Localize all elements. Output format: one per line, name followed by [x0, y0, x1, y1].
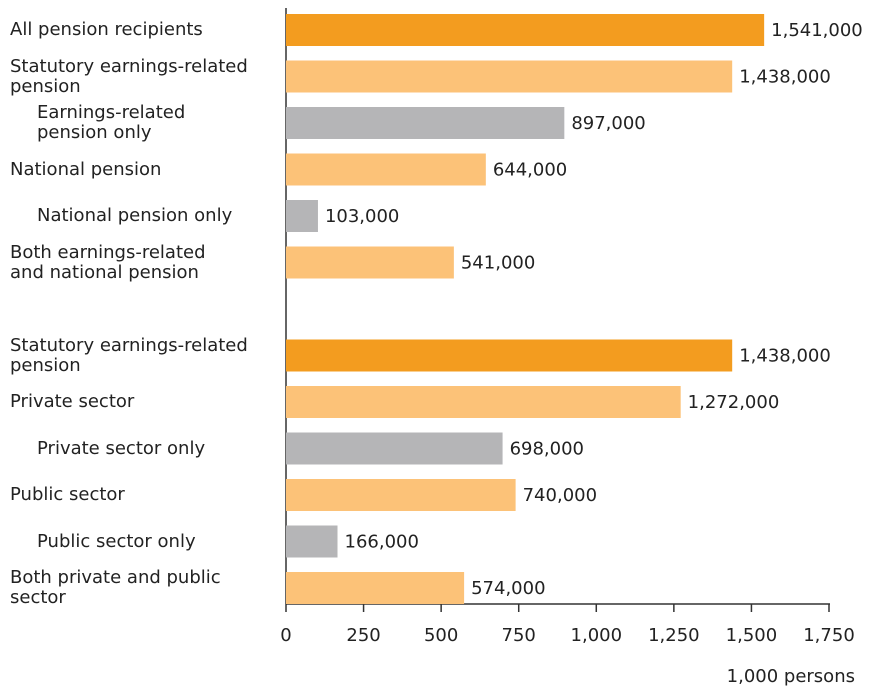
bar [286, 14, 765, 46]
bar [286, 246, 454, 279]
category-label: Both private and public sector [10, 567, 221, 608]
category-label: Private sector only [37, 437, 206, 459]
x-tick-label: 500 [424, 625, 458, 646]
bar [286, 153, 486, 186]
category-label: Public sector [10, 484, 125, 505]
bar [286, 525, 338, 558]
value-label: 644,000 [493, 160, 567, 181]
category-label: National pension [10, 158, 162, 180]
bar [286, 200, 318, 232]
value-label: 541,000 [461, 253, 535, 274]
bar [286, 572, 465, 604]
value-label: 1,438,000 [739, 67, 831, 88]
value-label: 1,272,000 [688, 392, 780, 413]
bar [286, 432, 503, 465]
x-tick-label: 1,000 [571, 625, 623, 646]
category-label: Statutory earnings-related pension [10, 334, 248, 376]
x-axis-label: 1,000 persons [727, 666, 855, 687]
bar [286, 386, 681, 418]
value-label: 1,541,000 [771, 20, 863, 41]
value-label: 897,000 [571, 113, 645, 134]
x-tick-label: 250 [346, 625, 380, 646]
value-label: 574,000 [471, 578, 545, 599]
bar [286, 339, 733, 372]
value-label: 166,000 [345, 532, 419, 553]
value-label: 103,000 [325, 206, 399, 227]
x-tick-label: 1,250 [648, 625, 700, 646]
value-label: 698,000 [510, 439, 584, 460]
x-tick-label: 0 [280, 625, 291, 646]
category-label: National pension only [37, 205, 233, 226]
category-label: Statutory earnings-related pension [10, 55, 248, 97]
category-label: Private sector [10, 391, 135, 412]
value-label: 740,000 [523, 485, 597, 506]
bar [286, 60, 733, 93]
x-tick-label: 1,750 [803, 625, 855, 646]
category-label: All pension recipients [10, 19, 203, 40]
x-tick-label: 1,500 [726, 625, 778, 646]
category-label: Public sector only [37, 530, 196, 552]
value-label: 1,438,000 [739, 346, 831, 367]
category-label: Earnings-related pension only [37, 102, 186, 143]
bar [286, 107, 565, 139]
category-label: Both earnings-related and national pensi… [10, 241, 206, 283]
x-tick-label: 750 [502, 625, 536, 646]
bar [286, 479, 516, 511]
